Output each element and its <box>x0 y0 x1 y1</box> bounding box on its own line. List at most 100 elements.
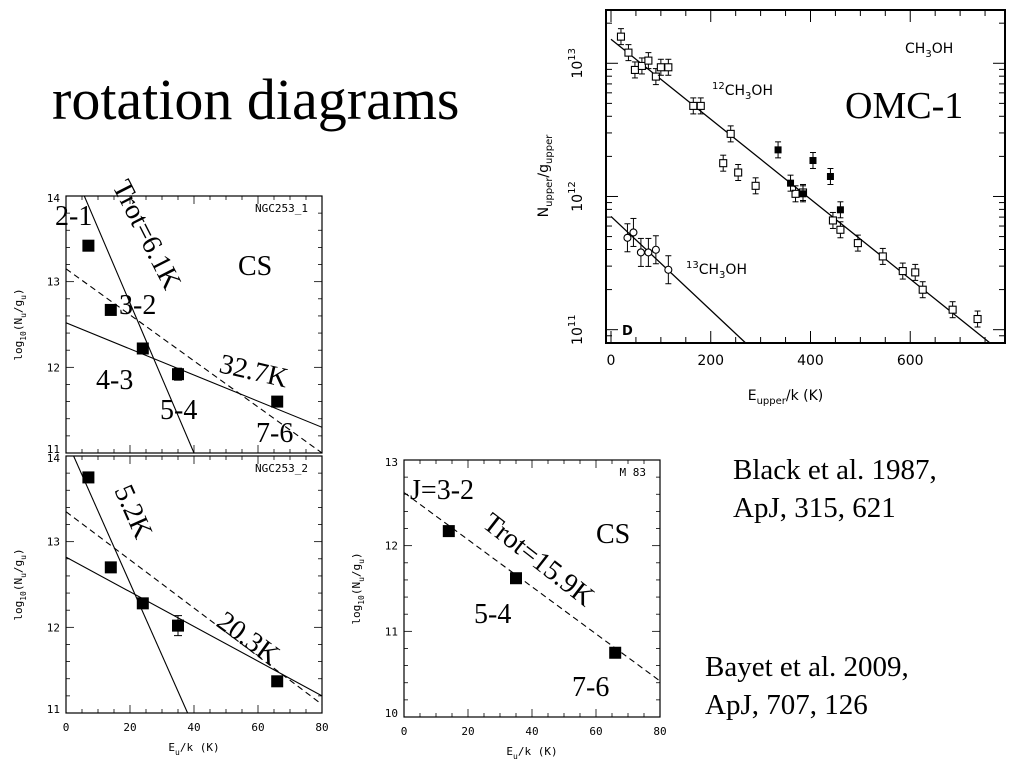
data-point <box>799 190 807 198</box>
data-point <box>664 63 673 72</box>
data-point <box>853 239 862 248</box>
data-point <box>836 206 844 214</box>
data-point <box>271 675 284 688</box>
y-tick-label: 14 <box>47 192 61 205</box>
data-point <box>637 61 646 70</box>
chart-ngc253_2: 11 12 13 14 0 20 40 60 80 NGC253_2 log10(Nu/gu) Eu/… <box>12 452 329 757</box>
series-label: 13CH3OH <box>686 260 747 281</box>
temperature-label: 20.3K <box>211 606 285 672</box>
chart-omc1: 0 200 400 600 1011 1012 1013 Eupper/k (K) Nupper… <box>536 9 1006 407</box>
transition-label: 7-6 <box>256 418 293 449</box>
data-point <box>510 572 522 585</box>
x-axis-label: Eu/k (K) <box>506 745 557 761</box>
data-point <box>651 245 660 254</box>
reference-line: ApJ, 315, 621 <box>733 492 896 524</box>
temperature-label: Trot=6.1K <box>106 175 187 294</box>
y-axis-label: log10(Nu/gu) <box>12 288 28 360</box>
y-tick-label: 1012 <box>567 181 586 212</box>
transition-label: 5-4 <box>474 599 511 630</box>
reference-line: ApJ, 707, 126 <box>705 689 868 721</box>
x-tick-label: 80 <box>315 721 328 734</box>
y-tick-label: 11 <box>47 443 60 456</box>
data-point <box>630 65 639 74</box>
data-point <box>636 248 645 257</box>
object-label: OMC-1 <box>845 85 963 127</box>
data-point <box>644 248 653 257</box>
x-tick-label: 200 <box>697 353 724 369</box>
data-point <box>973 314 982 324</box>
temperature-label: 5.2K <box>108 480 159 543</box>
y-tick-label: 12 <box>47 361 60 374</box>
fit-line-solid <box>66 556 322 697</box>
series-label: 12CH3OH <box>712 81 773 102</box>
data-point <box>136 342 149 355</box>
x-tick-label: 60 <box>589 725 602 738</box>
x-tick-label: 0 <box>63 721 70 734</box>
data-point <box>787 179 795 187</box>
transition-label: 7-6 <box>572 672 609 703</box>
y-tick-label: 1011 <box>567 314 586 345</box>
fit-line-dashed <box>66 268 322 453</box>
data-point <box>82 239 95 252</box>
data-point <box>664 265 673 274</box>
x-axis-label: Eupper/k (K) <box>748 388 824 407</box>
chart-m83: 10 11 12 13 0 20 40 60 80 M 83 log10(Nu/gu) Eu/k (K… <box>350 456 667 761</box>
data-point <box>442 525 455 538</box>
y-tick-label: 13 <box>47 276 60 289</box>
panel-title: NGC253_1 <box>255 202 308 215</box>
data-point <box>918 285 927 294</box>
data-point <box>696 101 705 110</box>
data-point <box>809 157 817 165</box>
chart-ngc253_1: 11 12 13 14 NGC253_1 log10(Nu/gu) 2-1 3-2 4-3 5-4… <box>12 175 323 456</box>
y-tick-label: 14 <box>47 452 61 465</box>
plot-frame <box>605 9 1006 344</box>
data-point <box>623 233 632 242</box>
data-point <box>774 146 782 154</box>
transition-label: 4-3 <box>96 365 133 396</box>
y-axis-label: log10(Nu/gu) <box>12 548 28 620</box>
transition-label: J=3-2 <box>410 475 474 506</box>
transition-label: 3-2 <box>119 290 156 321</box>
data-point <box>136 597 149 610</box>
fit-line-solid <box>66 322 322 428</box>
data-point <box>82 471 95 484</box>
y-axis-label: log10(Nu/gu) <box>350 552 366 624</box>
data-point <box>656 63 665 72</box>
data-point <box>751 181 760 190</box>
x-tick-label: 60 <box>251 721 264 734</box>
y-axis-label: Nupper/gupper <box>536 134 555 218</box>
molecule-label: CS <box>596 519 630 550</box>
data-point <box>826 173 834 180</box>
slide-title: rotation diagrams <box>52 67 460 132</box>
fit-line-solid <box>83 196 195 453</box>
panel-letter: D <box>622 324 633 339</box>
reference-bayet-2009: Bayet et al. 2009, ApJ, 707, 126 <box>705 648 909 724</box>
data-point <box>644 56 653 65</box>
data-point <box>726 129 735 138</box>
y-tick-label: 13 <box>385 456 398 469</box>
fit-lines <box>66 196 322 453</box>
x-tick-label: 0 <box>401 725 408 738</box>
x-tick-label: 20 <box>123 721 136 734</box>
y-tick-label: 11 <box>385 625 398 638</box>
x-tick-label: 40 <box>525 725 538 738</box>
data-point <box>172 368 184 381</box>
y-tick-label: 12 <box>385 540 398 553</box>
data-point <box>629 228 638 237</box>
data-point <box>609 646 622 659</box>
x-tick-label: 0 <box>607 353 616 369</box>
panel-title: NGC253_2 <box>255 462 308 475</box>
x-tick-label: 40 <box>187 721 200 734</box>
fit-lines <box>66 456 322 713</box>
data-point <box>104 561 117 574</box>
temperature-label: 32.7K <box>216 349 290 395</box>
fit-line-dashed <box>66 511 322 705</box>
data-point <box>878 252 887 261</box>
x-axis-label: Eu/k (K) <box>168 741 219 757</box>
data-point <box>689 101 698 110</box>
data-point <box>836 225 845 234</box>
transition-label: 2-1 <box>55 201 92 232</box>
data-point <box>624 48 633 57</box>
